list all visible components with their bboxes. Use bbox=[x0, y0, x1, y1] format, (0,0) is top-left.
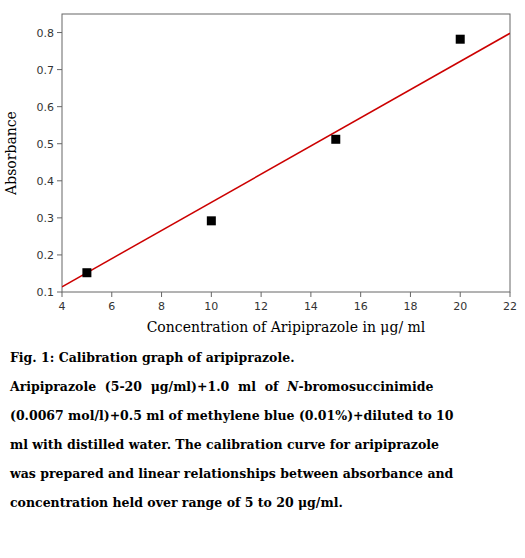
caption-line: was prepared and linear relationships be… bbox=[9, 466, 454, 481]
x-tick bbox=[261, 292, 262, 297]
x-tick-label: 6 bbox=[108, 300, 115, 313]
scatter-point bbox=[82, 268, 91, 277]
y-tick bbox=[57, 143, 62, 144]
caption: Fig. 1: Calibration graph of aripiprazol… bbox=[9, 350, 454, 510]
caption-title: Fig. 1: Calibration graph of aripiprazol… bbox=[10, 350, 295, 365]
x-tick-label: 10 bbox=[204, 300, 218, 313]
x-tick-label: 12 bbox=[254, 300, 268, 313]
scatter-point bbox=[207, 216, 216, 225]
x-tick bbox=[111, 292, 112, 297]
y-tick bbox=[57, 106, 62, 107]
plot-area bbox=[62, 33, 510, 287]
y-tick-label: 0.2 bbox=[37, 249, 55, 262]
caption-line: concentration held over range of 5 to 20… bbox=[10, 495, 343, 510]
regression-line bbox=[62, 33, 510, 287]
x-tick-label: 16 bbox=[354, 300, 368, 313]
x-tick-label: 20 bbox=[453, 300, 467, 313]
x-tick-label: 4 bbox=[59, 300, 66, 313]
caption-segment: Aripiprazole (5-20 μg/ml)+1.0 ml of bbox=[9, 379, 287, 394]
x-tick-label: 14 bbox=[304, 300, 318, 313]
caption-line: ml with distilled water. The calibration… bbox=[10, 437, 439, 452]
x-tick-label: 22 bbox=[503, 300, 517, 313]
chart: 468101214161820220.10.20.30.40.50.60.70.… bbox=[0, 0, 525, 558]
y-tick bbox=[57, 292, 62, 293]
y-tick bbox=[57, 254, 62, 255]
x-tick bbox=[460, 292, 461, 297]
x-tick bbox=[161, 292, 162, 297]
x-tick bbox=[62, 292, 63, 297]
y-tick-label: 0.7 bbox=[37, 64, 55, 77]
x-tick bbox=[360, 292, 361, 297]
x-tick-label: 8 bbox=[158, 300, 165, 313]
y-tick-label: 0.6 bbox=[37, 101, 55, 114]
x-tick bbox=[510, 292, 511, 297]
y-tick-label: 0.4 bbox=[37, 175, 55, 188]
y-tick bbox=[57, 32, 62, 33]
y-tick-label: 0.1 bbox=[37, 286, 55, 299]
x-tick bbox=[211, 292, 212, 297]
y-tick bbox=[57, 69, 62, 70]
caption-line: Aripiprazole (5-20 μg/ml)+1.0 ml of N-br… bbox=[9, 379, 434, 394]
x-tick bbox=[310, 292, 311, 297]
plot-frame bbox=[62, 14, 510, 292]
y-axis-label: Absorbance bbox=[3, 111, 19, 196]
y-tick bbox=[57, 217, 62, 218]
y-tick-label: 0.3 bbox=[37, 212, 55, 225]
caption-line: (0.0067 mol/l)+0.5 ml of methylene blue … bbox=[10, 408, 454, 423]
y-tick-label: 0.8 bbox=[37, 27, 55, 40]
caption-segment: N bbox=[286, 379, 299, 394]
scatter-point bbox=[331, 135, 340, 144]
x-tick bbox=[410, 292, 411, 297]
x-axis-label: Concentration of Aripiprazole in μg/ ml bbox=[147, 319, 426, 335]
x-axis: 4 6 8 10 12 14 16 18 20 22 bbox=[59, 292, 518, 313]
x-tick-label: 18 bbox=[403, 300, 417, 313]
scatter-point bbox=[456, 35, 465, 44]
y-tick bbox=[57, 180, 62, 181]
y-axis: 0.1 0.2 0.3 0.4 0.5 0.6 0.7 0.8 bbox=[37, 27, 63, 299]
y-tick-label: 0.5 bbox=[37, 138, 55, 151]
caption-segment: -bromosuccinimide bbox=[299, 379, 434, 394]
